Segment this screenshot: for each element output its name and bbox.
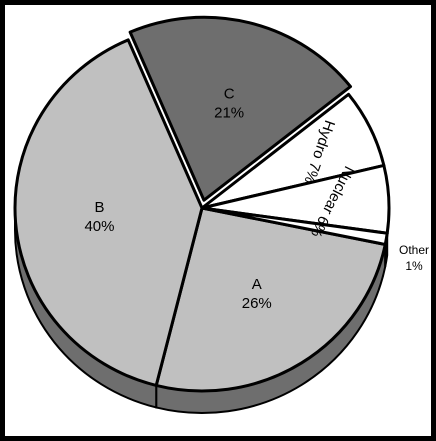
pie-slice-other (200, 206, 389, 246)
slice-label-other-value: 1% (405, 259, 423, 273)
pie-slice-a (154, 206, 387, 393)
slice-label-c-name: C (224, 86, 235, 103)
pie-slices (13, 15, 391, 393)
slice-label-other-name: Other (399, 243, 429, 257)
slice-label-a-name: A (252, 276, 262, 293)
slice-label-b-value: 40% (84, 218, 114, 235)
pie-slice-c (128, 15, 353, 202)
slice-label-c-value: 21% (214, 105, 244, 122)
slice-label-a-value: 26% (242, 295, 272, 312)
slice-label-b-name: B (94, 199, 104, 216)
pie-slice-b (13, 38, 204, 387)
